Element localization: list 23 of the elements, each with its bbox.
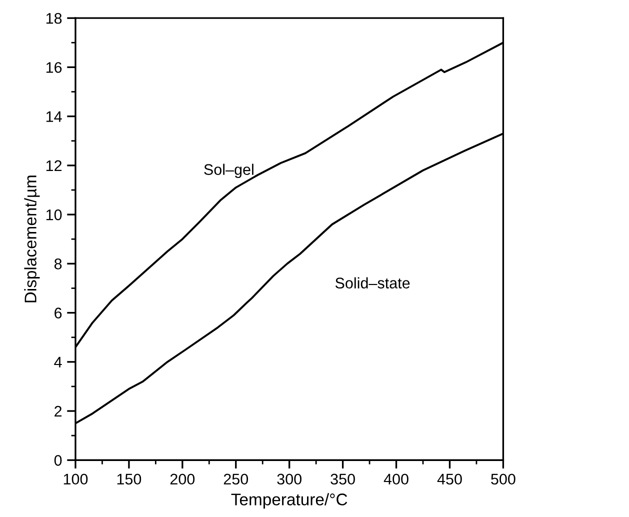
text: Solid–state: [335, 277, 410, 289]
y-tick-label: 18: [46, 12, 62, 24]
x-tick-label: 400: [384, 474, 408, 485]
x-tick-label: 200: [170, 474, 195, 485]
y-tick-label: 8: [54, 258, 62, 270]
y-tick-label: 14: [46, 111, 62, 122]
y-tick-label: 16: [46, 62, 62, 73]
x-tick-label: 500: [491, 474, 516, 485]
x-tick-label: 450: [437, 474, 462, 485]
y-tick-label: 10: [46, 209, 62, 220]
y-tick-label: 6: [54, 308, 62, 318]
y-tick-label: 0: [54, 455, 62, 466]
y-tick-label: 2: [54, 406, 62, 417]
y-axis-title: Displacement/µm: [24, 176, 40, 302]
x-tick-label: 300: [277, 474, 302, 485]
x-tick-label: 250: [224, 474, 248, 485]
series-label: Sol–gel: [204, 164, 254, 178]
y-tick-label: 12: [46, 160, 62, 171]
x-axis-title: Temperature/°C: [231, 493, 348, 509]
x-tick-label: 100: [64, 474, 88, 485]
x-tick-label: 350: [330, 474, 355, 485]
x-tick-label: 150: [117, 474, 142, 485]
y-tick-label: 4: [54, 356, 62, 368]
